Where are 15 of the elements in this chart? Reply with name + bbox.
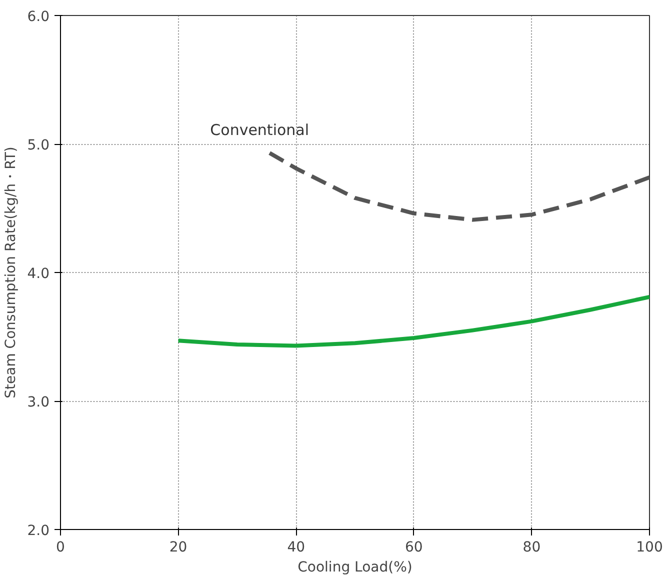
line-series [176,294,650,348]
series-label: Conventional [210,120,310,139]
x-tick-label: 100 [636,540,663,556]
y-tick-label: 2.0 [27,523,50,539]
x-tick-label: 80 [522,540,541,556]
x-tick-label: 40 [287,540,306,556]
y-tick-label: 6.0 [27,9,50,25]
x-axis-title: Cooling Load(%) [298,560,412,576]
y-tick-label: 4.0 [27,266,50,282]
y-axis-title: Steam Consumption Rate(kg/h・RT) [3,146,20,398]
x-tick-label: 60 [404,540,423,556]
y-tick-label: 5.0 [27,138,50,154]
y-tick-label: 3.0 [27,394,50,410]
x-tick-label: 20 [169,540,188,556]
x-tick-label: 0 [56,540,65,556]
